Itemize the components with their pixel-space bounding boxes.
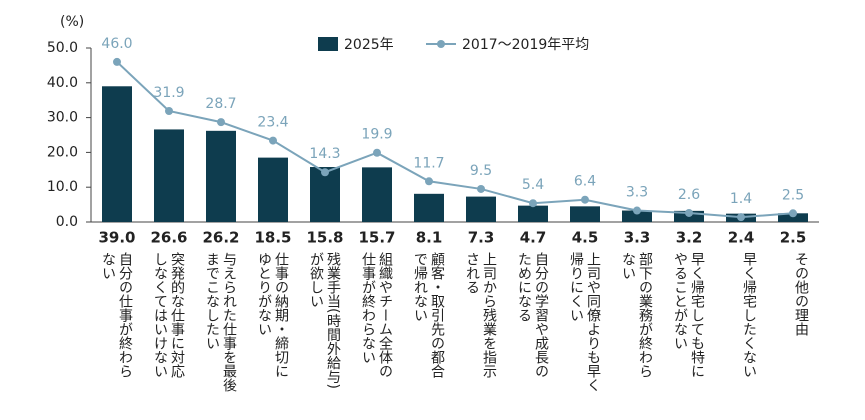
x-tick-label: 部下の業務が終わら ない	[620, 252, 653, 378]
line-point	[425, 177, 433, 186]
x-tick-label: 自分の仕事が終わら ない	[100, 252, 133, 378]
x-tick-label: 突発的な仕事に対応 しなくてはいけない	[152, 252, 185, 378]
line-value-label: 2.6	[678, 187, 700, 203]
bar-value-label: 3.3	[624, 229, 651, 247]
bar-value-label: 18.5	[254, 229, 291, 247]
x-tick-label: 早く帰宅しても特に やることがない	[672, 252, 705, 378]
y-tick-label: 10.0	[47, 179, 78, 195]
line-point	[113, 57, 121, 66]
bar	[570, 206, 600, 222]
line-value-label: 6.4	[574, 174, 596, 190]
bar	[258, 157, 288, 222]
bar	[778, 213, 808, 222]
line-point	[685, 208, 693, 217]
line-value-label: 23.4	[257, 115, 288, 131]
bar	[154, 129, 184, 222]
legend-label: 2017～2019年平均	[462, 37, 589, 53]
bar-value-label: 3.2	[676, 229, 703, 247]
line-value-label: 5.4	[522, 177, 544, 193]
y-tick-label: 0.0	[56, 214, 78, 230]
legend-swatch	[318, 37, 338, 51]
y-tick-label: 40.0	[47, 75, 78, 91]
x-tick-label: 自分の学習や成長の ためになる	[516, 252, 549, 378]
legend-label: 2025年	[344, 37, 394, 53]
line-point	[529, 199, 537, 208]
bar-value-label: 39.0	[98, 229, 135, 247]
y-tick-label: 20.0	[47, 144, 78, 160]
bar-value-label: 4.7	[520, 229, 547, 247]
bar	[414, 193, 444, 222]
line-value-label: 2.5	[782, 187, 804, 203]
line-point	[477, 184, 485, 193]
x-tick-label: その他の理由	[793, 252, 809, 336]
y-tick-label: 50.0	[47, 40, 78, 56]
line-value-label: 19.9	[361, 127, 392, 143]
line-point	[789, 209, 797, 218]
bar	[102, 86, 132, 222]
x-tick-label: 顧客・取引先の都合 で帰れない	[412, 252, 445, 378]
bar	[518, 205, 548, 222]
bar-value-label: 8.1	[416, 229, 443, 247]
line-point	[321, 168, 329, 177]
line-point	[217, 118, 225, 127]
bar-value-label: 15.8	[306, 229, 343, 247]
y-tick-label: 30.0	[47, 110, 78, 126]
x-tick-label: 組織やチーム全体の 仕事が終わらない	[360, 252, 393, 378]
bar-value-label: 2.5	[780, 229, 807, 247]
x-tick-label: 上司や同僚よりも早く 帰りにくい	[568, 252, 601, 392]
line-value-label: 28.7	[205, 96, 236, 112]
line-value-label: 3.3	[626, 185, 648, 201]
bar	[466, 196, 496, 222]
bar-value-label: 26.6	[150, 229, 187, 247]
bar-value-label: 26.2	[202, 229, 239, 247]
line	[116, 61, 794, 219]
bar-value-label: 7.3	[468, 229, 495, 247]
line-value-label: 14.3	[309, 146, 340, 162]
line-value-label: 46.0	[101, 36, 132, 52]
line-point	[165, 106, 173, 115]
line-value-label: 9.5	[470, 163, 492, 179]
bar	[362, 167, 392, 222]
line-point	[737, 213, 745, 222]
line-point	[633, 206, 641, 215]
bar-value-label: 4.5	[572, 229, 599, 247]
line-point	[269, 136, 277, 145]
bar-value-label: 15.7	[358, 229, 395, 247]
bar-value-label: 2.4	[728, 229, 755, 247]
x-tick-label: 上司から残業を指示 される	[464, 252, 497, 378]
line-point	[581, 195, 589, 204]
bar	[622, 210, 652, 222]
y-unit: (%)	[60, 14, 84, 30]
x-tick-label: 早く帰宅したくない	[741, 252, 757, 378]
line-value-label: 11.7	[413, 155, 444, 171]
line-point	[373, 148, 381, 157]
x-tick-label: 仕事の納期・締切に ゆとりがない	[256, 252, 289, 378]
legend-swatch-dot	[437, 40, 445, 48]
x-tick-label: 与えられた仕事を最後 までこなしたい	[204, 252, 237, 392]
line-value-label: 31.9	[153, 85, 184, 101]
bar	[206, 130, 236, 222]
line-value-label: 1.4	[730, 191, 752, 207]
x-tick-label: 残業手当(時間外給与) が欲しい	[308, 252, 341, 389]
